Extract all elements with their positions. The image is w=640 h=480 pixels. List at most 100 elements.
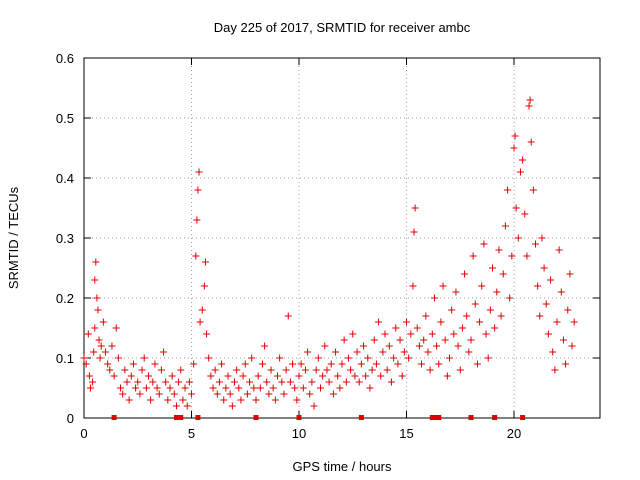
data-point <box>218 360 226 368</box>
data-point <box>160 348 168 356</box>
data-point <box>82 360 90 368</box>
data-point <box>254 372 262 380</box>
data-point <box>501 222 509 230</box>
data-point <box>112 324 120 332</box>
data-point <box>211 366 219 374</box>
data-point <box>420 336 428 344</box>
data-point <box>106 366 114 374</box>
data-point <box>566 270 574 278</box>
data-point <box>215 378 223 386</box>
data-point <box>526 96 534 104</box>
data-point <box>132 384 140 392</box>
data-point <box>497 312 505 320</box>
data-point <box>355 378 363 386</box>
data-point <box>347 366 355 374</box>
data-point <box>465 348 473 356</box>
data-point <box>123 378 131 386</box>
data-point <box>314 354 322 362</box>
data-point <box>282 366 290 374</box>
data-point <box>332 348 340 356</box>
data-point <box>237 396 245 404</box>
data-point <box>351 372 359 380</box>
data-point <box>536 312 544 320</box>
data-point <box>424 348 432 356</box>
data-point <box>446 354 453 362</box>
data-point <box>364 354 372 362</box>
data-point <box>166 384 174 392</box>
data-point <box>190 360 198 368</box>
data-point <box>93 294 101 302</box>
data-point <box>241 360 249 368</box>
data-point <box>469 252 477 260</box>
data-point <box>349 330 357 338</box>
data-point <box>175 378 183 386</box>
data-point <box>153 384 161 392</box>
data-point <box>439 282 447 290</box>
data-point <box>228 402 236 410</box>
data-point <box>506 294 514 302</box>
data-point <box>108 342 116 350</box>
data-point <box>306 390 314 398</box>
data-point <box>426 366 434 374</box>
data-point <box>97 342 105 350</box>
data-point <box>267 366 275 374</box>
data-point <box>99 318 107 326</box>
data-point <box>430 294 438 302</box>
data-point <box>177 366 185 374</box>
data-point <box>127 372 135 380</box>
y-tick-label: 0.1 <box>56 351 74 366</box>
data-point <box>304 348 312 356</box>
data-point <box>410 228 418 236</box>
data-point <box>381 330 389 338</box>
data-point <box>463 312 471 320</box>
data-point <box>342 378 350 386</box>
data-point <box>319 372 327 380</box>
data-point <box>239 372 247 380</box>
data-point <box>181 384 189 392</box>
data-point <box>147 396 155 404</box>
data-point <box>392 324 400 332</box>
data-point <box>390 354 398 362</box>
data-point <box>155 390 163 398</box>
y-tick-label: 0.6 <box>56 51 74 66</box>
data-point <box>196 318 204 326</box>
data-point <box>338 360 346 368</box>
data-point <box>185 378 193 386</box>
data-point <box>213 390 221 398</box>
data-point <box>203 330 211 338</box>
data-point <box>271 396 279 404</box>
data-point <box>450 330 458 338</box>
data-point <box>301 366 309 374</box>
y-axis-label: SRMTID / TECUs <box>6 186 21 289</box>
data-point <box>435 360 443 368</box>
data-point <box>297 360 305 368</box>
data-point <box>366 384 374 392</box>
data-point <box>538 234 546 242</box>
data-point <box>325 378 333 386</box>
data-point <box>274 372 281 380</box>
data-point <box>504 186 512 194</box>
data-point <box>246 378 254 386</box>
data-point <box>403 318 410 326</box>
data-point <box>104 360 112 368</box>
data-point <box>226 390 234 398</box>
data-point <box>557 288 565 296</box>
data-point <box>201 258 209 266</box>
data-point <box>329 390 337 398</box>
data-point <box>96 354 104 362</box>
data-point <box>110 372 118 380</box>
data-point <box>405 354 413 362</box>
data-point <box>480 240 488 248</box>
data-point <box>553 318 561 326</box>
data-point <box>265 390 273 398</box>
data-point <box>280 390 288 398</box>
data-point <box>336 384 344 392</box>
data-point <box>383 366 391 374</box>
data-point <box>248 354 256 362</box>
data-point <box>519 156 527 164</box>
data-point <box>547 276 555 284</box>
data-point <box>508 252 516 260</box>
data-point <box>293 396 301 404</box>
data-point <box>491 324 499 332</box>
data-point <box>224 372 232 380</box>
